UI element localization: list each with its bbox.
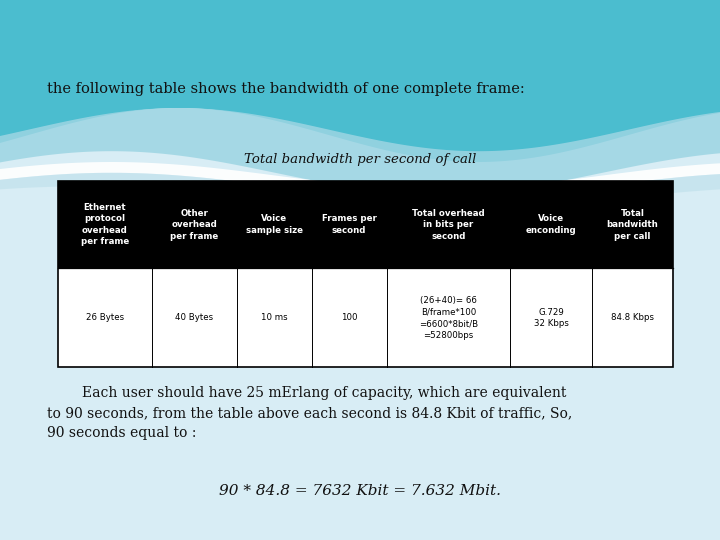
Text: Total bandwidth per second of call: Total bandwidth per second of call <box>244 153 476 166</box>
Text: G.729
32 Kbps: G.729 32 Kbps <box>534 308 569 328</box>
Text: Other
overhead
per frame: Other overhead per frame <box>170 209 219 241</box>
Text: Each user should have 25 mErlang of capacity, which are equivalent
to 90 seconds: Each user should have 25 mErlang of capa… <box>47 386 572 440</box>
Text: Voice
sample size: Voice sample size <box>246 214 302 235</box>
Polygon shape <box>0 173 720 208</box>
Text: 90 * 84.8 = 7632 Kbit = 7.632 Mbit.: 90 * 84.8 = 7632 Kbit = 7.632 Mbit. <box>219 484 501 498</box>
Polygon shape <box>0 0 720 162</box>
Text: Frames per
second: Frames per second <box>322 214 377 235</box>
Text: Total
bandwidth
per call: Total bandwidth per call <box>607 209 658 241</box>
Text: 26 Bytes: 26 Bytes <box>86 313 124 322</box>
Text: 40 Bytes: 40 Bytes <box>176 313 213 322</box>
Polygon shape <box>0 162 720 200</box>
Text: Total overhead
in bits per
second: Total overhead in bits per second <box>412 209 485 241</box>
Text: Voice
enconding: Voice enconding <box>526 214 577 235</box>
Text: (26+40)= 66
B/frame*100
=6600*8bit/B
=52800bps: (26+40)= 66 B/frame*100 =6600*8bit/B =52… <box>419 296 478 340</box>
Text: 10 ms: 10 ms <box>261 313 287 322</box>
Polygon shape <box>0 108 720 194</box>
Text: 84.8 Kbps: 84.8 Kbps <box>611 313 654 322</box>
Text: 100: 100 <box>341 313 357 322</box>
Text: the following table shows the bandwidth of one complete frame:: the following table shows the bandwidth … <box>47 82 525 96</box>
Text: Ethernet
protocol
overhead
per frame: Ethernet protocol overhead per frame <box>81 203 129 246</box>
